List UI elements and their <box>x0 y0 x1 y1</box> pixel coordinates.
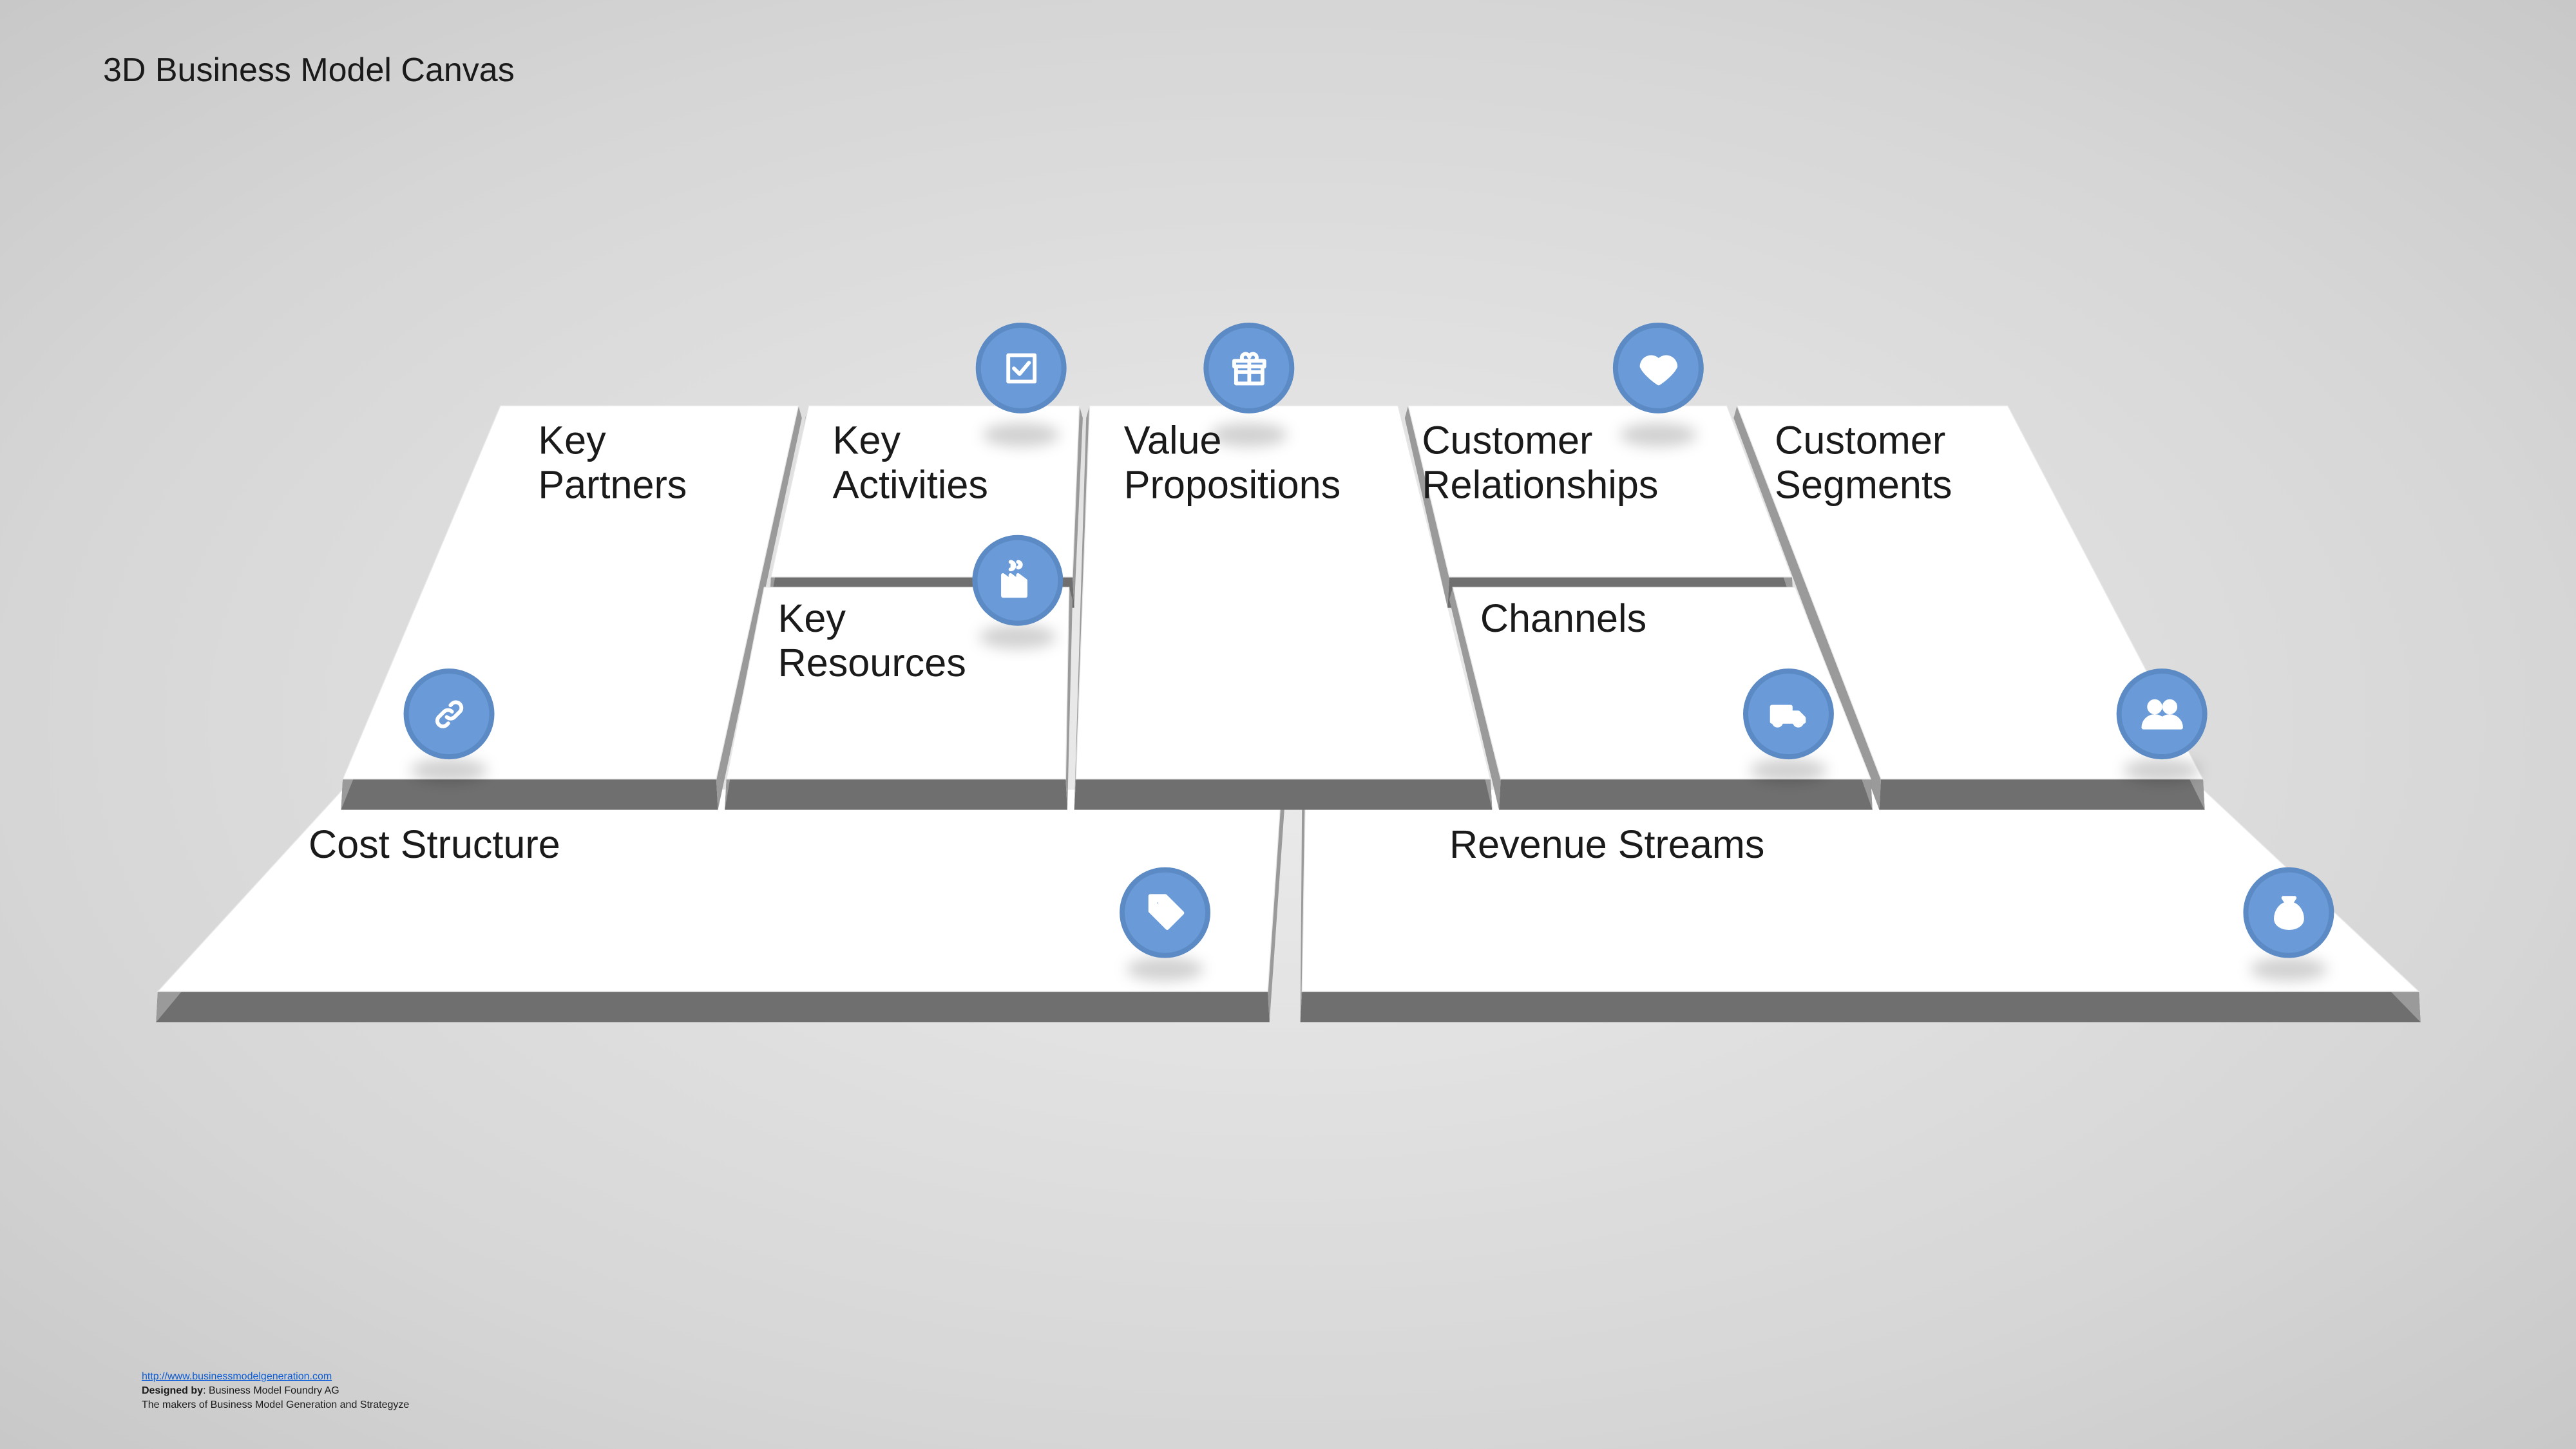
attribution-link[interactable]: http://www.businessmodelgeneration.com <box>142 1371 332 1382</box>
customer-segments-badge <box>2119 671 2204 757</box>
business-model-canvas: KeyPartnersKeyActivitiesValueProposition… <box>155 406 2421 1159</box>
label-revenue-streams: Revenue Streams <box>1449 822 1764 866</box>
label-cost-structure: Cost Structure <box>309 822 560 866</box>
label-channels: Channels <box>1480 596 1646 640</box>
tile-cost-structure <box>158 790 1281 992</box>
page-title: 3D Business Model Canvas <box>103 51 515 90</box>
footer-attribution: http://www.businessmodelgeneration.com D… <box>142 1370 409 1413</box>
key-activities-badge <box>978 325 1064 411</box>
key-partners-badge <box>406 671 491 757</box>
label-customer-segments: CustomerSegments <box>1775 418 1952 506</box>
